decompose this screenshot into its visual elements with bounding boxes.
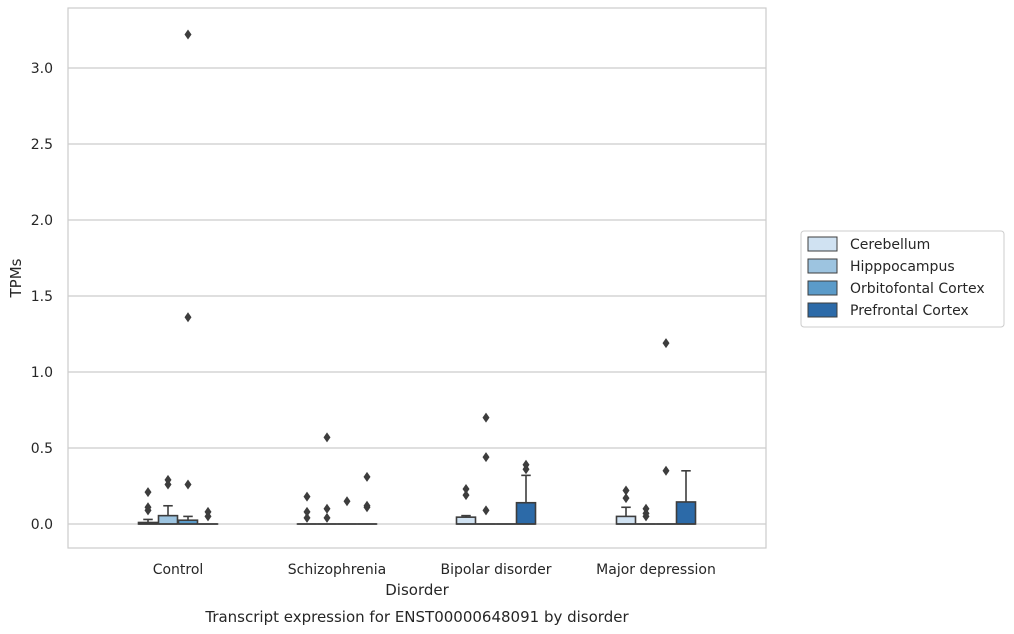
y-tick-label: 3.0 xyxy=(31,61,53,77)
box-cerebellum xyxy=(137,487,159,525)
legend-swatch xyxy=(807,302,838,318)
outlier-point xyxy=(204,506,212,517)
outlier-point xyxy=(363,500,371,511)
outlier-point xyxy=(482,452,490,463)
box-orbitofontal-cortex xyxy=(655,338,677,525)
chart-title: Transcript expression for ENST0000064809… xyxy=(204,608,629,626)
legend-frame xyxy=(800,230,1005,328)
gridlines xyxy=(68,67,766,525)
outlier-point xyxy=(144,487,152,498)
outlier-point xyxy=(662,465,670,476)
outlier-point xyxy=(184,29,192,40)
box-body xyxy=(615,515,637,525)
box-prefrontal-cortex xyxy=(515,459,537,525)
outlier-point xyxy=(164,474,172,485)
outlier-point xyxy=(323,503,331,514)
box-orbitofontal-cortex xyxy=(177,29,199,525)
y-axis-label: TPMs xyxy=(7,258,25,298)
box-cerebellum xyxy=(296,491,318,525)
box-prefrontal-cortex xyxy=(197,506,219,525)
box-body xyxy=(675,501,697,525)
box-cerebellum xyxy=(615,485,637,525)
legend-swatch xyxy=(807,236,838,252)
outlier-point xyxy=(303,491,311,502)
outlier-point xyxy=(462,484,470,495)
box-hipppocampus xyxy=(475,412,497,525)
box-prefrontal-cortex xyxy=(675,469,697,525)
legend: Cerebellum Hipppocampus Orbitofontal Corte… xyxy=(800,230,1005,328)
legend-swatch xyxy=(807,258,838,274)
box-body xyxy=(515,501,537,525)
box-hipppocampus xyxy=(635,503,657,525)
outlier-point xyxy=(323,512,331,523)
outlier-point xyxy=(522,459,530,470)
x-axis-ticks: Control Schizophrenia Bipolar disorder Majo… xyxy=(153,562,716,578)
outlier-point xyxy=(622,493,630,504)
x-tick-label: Major depression xyxy=(596,562,716,578)
x-tick-label: Bipolar disorder xyxy=(440,562,551,578)
outlier-point xyxy=(303,512,311,523)
y-axis-ticks: 0.0 0.5 1.0 1.5 2.0 2.5 3.0 xyxy=(31,61,53,533)
box-prefrontal-cortex xyxy=(356,471,378,525)
legend-label: Orbitofontal Cortex xyxy=(850,281,985,297)
outlier-point xyxy=(622,485,630,496)
outlier-point xyxy=(144,502,152,513)
y-tick-label: 2.5 xyxy=(31,137,53,153)
legend-label: Cerebellum xyxy=(850,237,930,253)
x-tick-label: Control xyxy=(153,562,204,578)
outlier-point xyxy=(662,338,670,349)
outlier-point xyxy=(303,506,311,517)
box-body xyxy=(455,516,477,525)
x-axis-label: Disorder xyxy=(385,581,449,599)
box-body xyxy=(157,514,179,525)
y-tick-label: 2.0 xyxy=(31,213,53,229)
box-cerebellum xyxy=(455,484,477,525)
legend-swatch xyxy=(807,280,838,296)
legend-label: Prefrontal Cortex xyxy=(850,303,969,319)
box-series xyxy=(137,29,697,525)
outlier-point xyxy=(482,505,490,516)
outlier-point xyxy=(184,312,192,323)
outlier-point xyxy=(323,432,331,443)
outlier-point xyxy=(343,496,351,507)
y-tick-label: 1.0 xyxy=(31,365,53,381)
y-tick-label: 1.5 xyxy=(31,289,53,305)
y-tick-label: 0.0 xyxy=(31,517,53,533)
outlier-point xyxy=(184,479,192,490)
outlier-point xyxy=(462,490,470,501)
legend-label: Hipppocampus xyxy=(850,259,955,275)
box-orbitofontal-cortex xyxy=(336,496,358,525)
x-tick-label: Schizophrenia xyxy=(288,562,386,578)
outlier-point xyxy=(482,412,490,423)
plot-area-frame xyxy=(67,7,767,549)
outlier-point xyxy=(363,471,371,482)
outlier-point xyxy=(642,503,650,514)
box-hipppocampus xyxy=(157,474,179,525)
y-tick-label: 0.5 xyxy=(31,441,53,457)
box-hipppocampus xyxy=(316,432,338,525)
